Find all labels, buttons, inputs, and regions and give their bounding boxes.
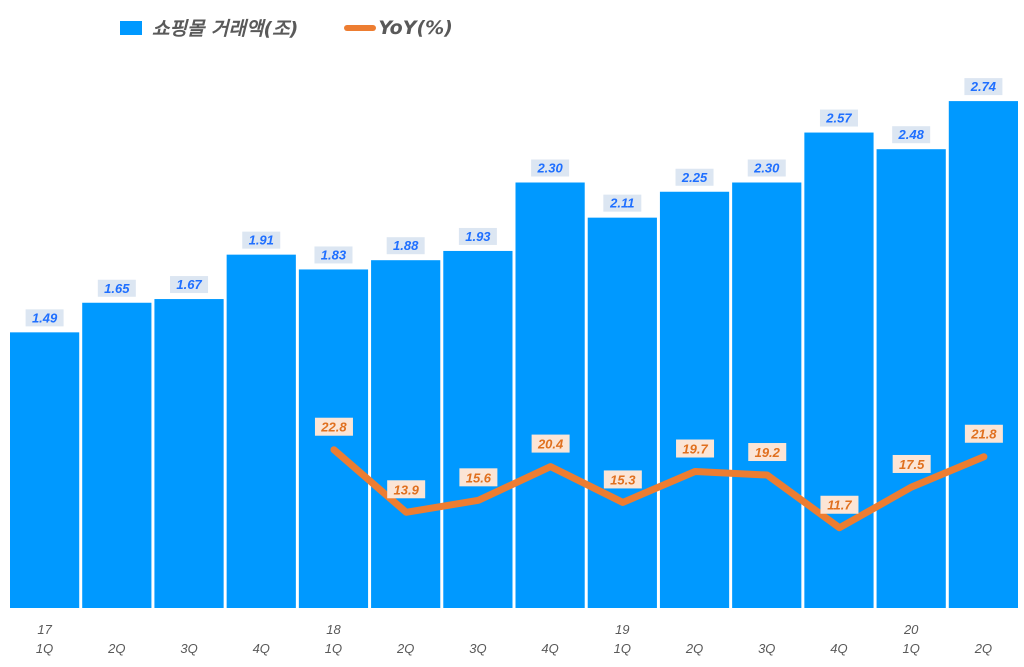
legend-bar-swatch (120, 20, 142, 35)
bar-value-label: 2.11 (609, 196, 634, 211)
x-tick-label: 2Q (396, 641, 414, 656)
bar (804, 132, 874, 609)
bar (659, 191, 730, 608)
line-label-bg (748, 443, 787, 462)
bar-label-bg (819, 109, 858, 127)
bar-label-bg (25, 309, 64, 327)
x-tick-label: 4Q (541, 641, 558, 656)
line-label-bg (676, 439, 715, 458)
line-label-bg (387, 480, 426, 499)
x-tick-label: 1Q (903, 641, 920, 656)
legend-bar-label: 쇼핑몰 거래액(조) (152, 18, 299, 40)
bar-label-bg (386, 237, 425, 255)
bar (876, 149, 946, 608)
bar (948, 101, 1018, 608)
x-tick-label: 2Q (974, 641, 992, 656)
bar-value-label: 1.88 (393, 238, 419, 253)
bar (371, 260, 441, 608)
bar (154, 299, 224, 608)
line-value-label: 20.4 (537, 437, 564, 452)
bar (298, 269, 369, 608)
line-value-label: 15.6 (466, 470, 492, 485)
line-label-bg (820, 495, 859, 514)
x-tick-label: 1Q (325, 641, 342, 656)
x-tick-label: 1Q (614, 641, 631, 656)
x-tick-label: 3Q (469, 641, 486, 656)
bar-value-label: 1.83 (321, 247, 347, 262)
line-value-label: 17.5 (899, 457, 925, 472)
x-year-label: 17 (37, 622, 52, 637)
line-value-label: 22.8 (320, 420, 347, 435)
bar-label-bg (964, 78, 1003, 96)
line-label-bg (603, 470, 642, 489)
bar-label-bg (747, 159, 786, 177)
line-label-bg (459, 468, 498, 487)
bar (443, 250, 513, 608)
bar-label-bg (892, 126, 931, 144)
x-tick-label: 2Q (107, 641, 125, 656)
line-label-bg (314, 417, 353, 436)
bar (10, 332, 80, 608)
x-year-label: 19 (615, 622, 629, 637)
x-tick-label: 3Q (180, 641, 197, 656)
x-tick-label: 4Q (830, 641, 847, 656)
x-tick-label: 4Q (253, 641, 270, 656)
bar (587, 217, 657, 608)
bar-value-label: 2.57 (825, 111, 852, 126)
legend: 쇼핑몰 거래액(조) YoY(%) (120, 14, 453, 41)
bar-label-bg (531, 159, 570, 177)
bar (732, 182, 802, 608)
bar-value-label: 1.93 (465, 229, 491, 244)
bar-label-bg (242, 231, 281, 249)
line-value-label: 13.9 (394, 482, 420, 497)
bar-value-label: 2.25 (681, 170, 708, 185)
line-value-label: 15.3 (610, 472, 636, 487)
bar-value-label: 2.74 (970, 79, 997, 94)
bar-value-label: 2.30 (753, 161, 780, 176)
line-value-label: 19.2 (755, 445, 781, 460)
legend-line-label: YoY(%) (378, 16, 453, 39)
bar-value-label: 2.30 (536, 161, 563, 176)
line-value-label: 21.8 (970, 427, 997, 442)
bar-label-bg (603, 194, 642, 212)
x-tick-label: 1Q (36, 641, 53, 656)
line-value-label: 11.7 (827, 498, 852, 513)
legend-line-swatch (344, 24, 377, 31)
bar-value-label: 1.49 (32, 310, 58, 325)
line-label-bg (892, 454, 931, 473)
bar (82, 302, 152, 608)
line-label-bg (531, 434, 570, 453)
bar-value-label: 1.65 (104, 281, 130, 296)
bar-value-label: 1.91 (249, 233, 274, 248)
yoy-line (330, 446, 988, 532)
x-year-label: 20 (903, 622, 919, 637)
x-tick-label: 3Q (758, 641, 775, 656)
bar-label-bg (314, 246, 353, 264)
bar-label-bg (675, 168, 714, 186)
x-year-label: 18 (326, 622, 341, 637)
bar-label-bg (170, 276, 209, 294)
bar (515, 182, 585, 608)
line-label-bg (964, 424, 1003, 443)
x-tick-label: 2Q (685, 641, 703, 656)
bar-label-bg (458, 227, 497, 245)
bar-value-label: 1.67 (176, 277, 202, 292)
bar (226, 254, 296, 608)
line-value-label: 19.7 (682, 442, 708, 457)
bar-value-label: 2.48 (898, 127, 925, 142)
bar-label-bg (97, 279, 136, 297)
